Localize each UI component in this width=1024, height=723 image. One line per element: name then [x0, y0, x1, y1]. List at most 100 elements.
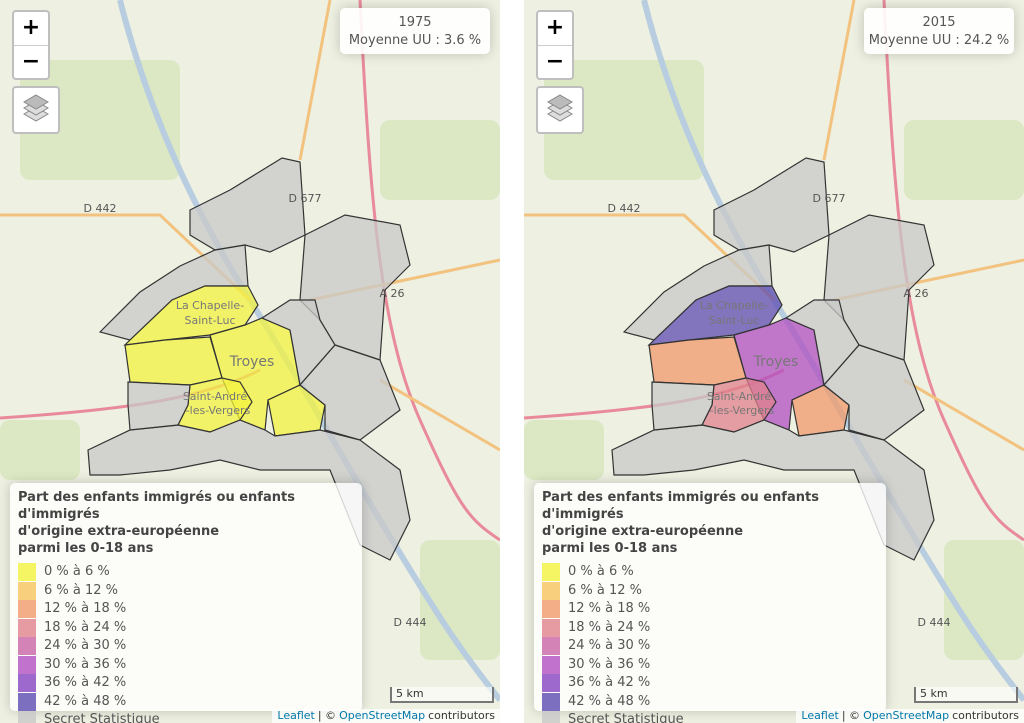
legend-label: 42 % à 48 % [44, 693, 127, 709]
map-canvas: D 442 D 677 A 26 La Chapelle- Saint-Luc Troye… [0, 0, 500, 702]
legend-item: 12 % à 18 % [542, 600, 886, 619]
year: 2015 [922, 15, 956, 30]
park [524, 420, 604, 480]
osm-link[interactable]: OpenStreetMap [339, 709, 426, 722]
legend-label: 0 % à 6 % [44, 564, 110, 579]
place-label: Saint-Luc [185, 314, 236, 327]
legend-title: d'origine extra-européenne [542, 524, 744, 539]
info-box: 2015 Moyenne UU : 24.2 % [864, 8, 1014, 54]
legend-item: 36 % à 42 % [542, 674, 886, 693]
legend-label: 12 % à 18 % [44, 601, 127, 616]
legend-item: 6 % à 12 % [18, 581, 362, 601]
legend-item: 18 % à 24 % [18, 618, 362, 638]
legend-item: Secret Statistique [18, 711, 362, 723]
swatch [18, 600, 36, 618]
osm-link[interactable]: OpenStreetMap [863, 709, 950, 722]
zone [189, 157, 306, 253]
contributors: contributors [428, 709, 495, 722]
place-label: A 26 [379, 287, 404, 300]
road [0, 0, 500, 452]
zoom-out[interactable]: − [545, 49, 565, 74]
swatch [18, 618, 36, 637]
legend-label: 0 % à 6 % [568, 564, 634, 579]
legend-label: 24 % à 30 % [44, 638, 127, 653]
zone [651, 381, 715, 431]
scale-bar: 5 km [390, 687, 494, 703]
layers-icon [23, 94, 49, 122]
legend-item: 30 % à 36 % [542, 655, 886, 675]
legend-label: 6 % à 12 % [568, 582, 643, 598]
legend-title: parmi les 0-18 ans [18, 541, 154, 556]
layer [23, 94, 49, 110]
place-label: Saint-Luc [709, 314, 760, 327]
year: 1975 [398, 15, 432, 30]
layers-icon [547, 94, 573, 122]
leaflet-link[interactable]: Leaflet [801, 709, 839, 722]
legend-item: 12 % à 18 % [18, 600, 362, 619]
legend: Part des enfants immigrés ou enfants d'i… [10, 483, 362, 723]
place-label: Troyes [229, 354, 275, 370]
zoom-in[interactable]: + [14, 12, 48, 46]
place-label: D 442 [84, 202, 117, 215]
zone [791, 384, 850, 437]
legend-item: 0 % à 6 % [542, 563, 886, 582]
zone [260, 299, 336, 387]
layers-button[interactable] [12, 86, 60, 134]
swatch [18, 563, 36, 581]
layer [547, 94, 573, 110]
place-label: D 444 [394, 616, 427, 629]
layers-button[interactable] [536, 86, 584, 134]
map-canvas: D 442 D 677 A 26 La Chapelle- Saint-Luc Troye… [524, 0, 1024, 702]
swatch [542, 563, 560, 581]
sep: | © [317, 709, 337, 722]
swatch [18, 711, 36, 723]
swatch [18, 692, 36, 711]
zoom-out[interactable]: − [21, 49, 41, 74]
legend-item: 36 % à 42 % [18, 674, 362, 693]
place-label: La Chapelle- [700, 299, 768, 312]
legend-label: 12 % à 18 % [568, 601, 651, 616]
swatch [542, 600, 560, 618]
zone [87, 419, 411, 561]
park [544, 60, 704, 180]
zone [299, 344, 401, 441]
attribution: Leaflet | © OpenStreetMap contributors [796, 709, 1024, 723]
legend-item: 6 % à 12 % [542, 581, 886, 601]
scale-bar: 5 km [914, 687, 1018, 703]
road [882, 0, 1024, 542]
legend: Part des enfants immigrés ou enfants d'i… [534, 483, 886, 723]
place-label: D 444 [918, 616, 951, 629]
zone [611, 419, 935, 561]
legend-title: Part des enfants immigrés ou enfants d'i… [18, 490, 295, 522]
legend-item: 30 % à 36 % [18, 655, 362, 675]
zoom-control: + − [536, 10, 574, 80]
info-box: 1975 Moyenne UU : 3.6 % [340, 8, 490, 54]
swatch [542, 692, 560, 711]
legend-item: 24 % à 30 % [542, 637, 886, 656]
place-label: A 26 [903, 287, 928, 300]
legend-item: Secret Statistique [542, 711, 886, 723]
average: Moyenne UU : 3.6 % [348, 33, 482, 48]
legend-title: Part des enfants immigrés ou enfants d'i… [542, 490, 819, 522]
swatch [18, 655, 36, 674]
swatch [542, 581, 560, 600]
legend-title: d'origine extra-européenne [18, 524, 220, 539]
park [420, 540, 500, 660]
zone [648, 336, 747, 386]
legend-title: parmi les 0-18 ans [542, 541, 678, 556]
place-label: La Chapelle- [176, 299, 244, 312]
place-label: -les-Vergers [186, 404, 251, 417]
zone [784, 299, 860, 387]
map: D 442 D 677 A 26 La Chapelle- Saint-Luc Troye… [0, 0, 500, 723]
swatch [542, 637, 560, 655]
legend-label: 42 % à 48 % [568, 693, 651, 709]
legend-item: 42 % à 48 % [542, 692, 886, 712]
sep: | © [841, 709, 861, 722]
zoom-in[interactable]: + [538, 12, 572, 46]
leaflet-link[interactable]: Leaflet [277, 709, 315, 722]
legend-item: 0 % à 6 % [18, 563, 362, 582]
swatch [18, 581, 36, 600]
road [358, 0, 500, 542]
place-label: Troyes [753, 354, 799, 370]
